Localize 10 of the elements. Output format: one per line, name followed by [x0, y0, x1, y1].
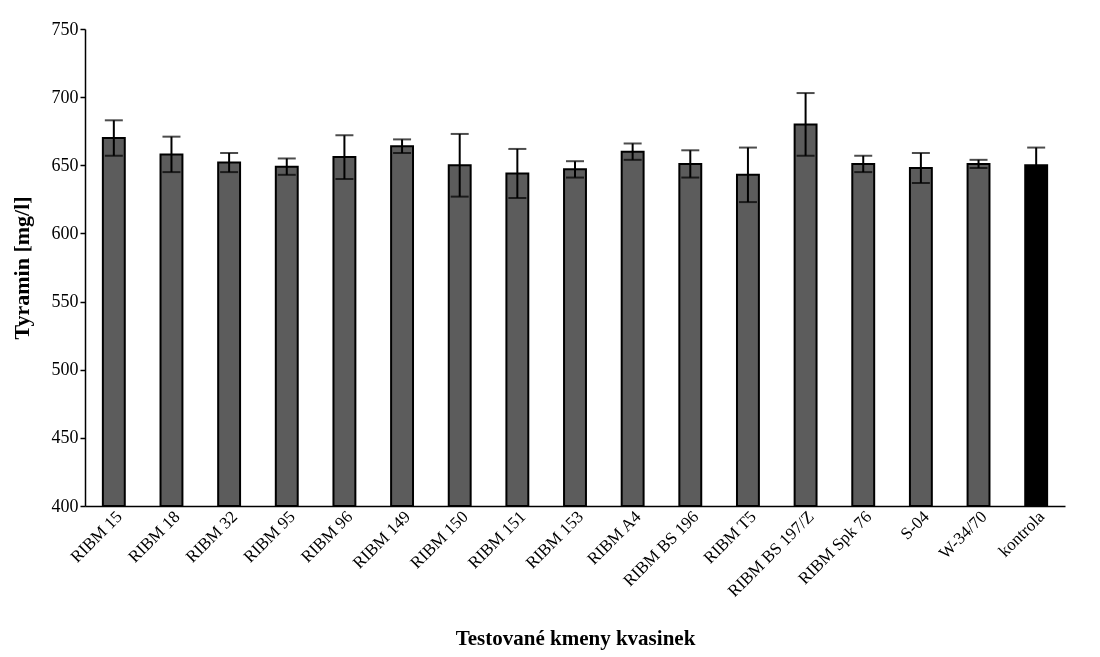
y-tick-label: 750	[51, 18, 79, 39]
y-tick-label: 700	[51, 86, 79, 107]
x-axis-title: Testované kmeny kvasinek	[455, 625, 696, 650]
y-tick-label: 550	[51, 291, 79, 312]
y-tick-label: 400	[51, 495, 79, 516]
y-tick-label: 500	[51, 359, 79, 380]
y-tick-label: 450	[51, 427, 79, 448]
y-tick-label: 650	[51, 154, 79, 175]
y-axis-title: Tyramin [mg/l]	[8, 196, 34, 340]
y-tick-label: 600	[51, 222, 79, 243]
